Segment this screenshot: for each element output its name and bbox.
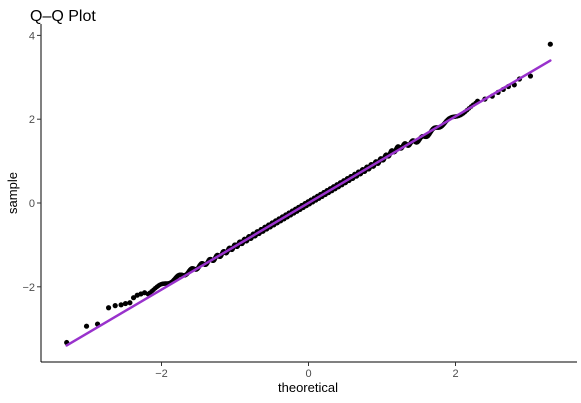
reference-line-layer — [65, 59, 552, 347]
y-tick-label: 2 — [29, 114, 35, 126]
sample-point — [127, 300, 133, 306]
sample-point — [118, 302, 124, 308]
reference-line — [65, 59, 552, 347]
y-tick-label: 0 — [29, 198, 35, 210]
x-axis-ticks: −2 0 2 — [155, 362, 459, 380]
y-tick-label: −2 — [22, 282, 35, 294]
y-axis-ticks: −2 0 2 4 — [22, 30, 41, 294]
sample-point — [122, 300, 129, 307]
points-layer — [64, 41, 553, 346]
sample-point — [130, 295, 137, 301]
x-axis-title: theoretical — [278, 380, 338, 395]
sample-point — [112, 303, 118, 309]
x-tick-label: −2 — [155, 368, 168, 380]
sample-point — [527, 73, 534, 79]
sample-point — [105, 305, 112, 311]
x-tick-label: 2 — [452, 368, 458, 380]
y-tick-label: 4 — [29, 30, 35, 42]
sample-point — [547, 41, 553, 47]
chart-title: Q–Q Plot — [30, 8, 96, 25]
y-axis-title: sample — [5, 172, 20, 214]
x-tick-label: 0 — [305, 368, 311, 380]
sample-point — [141, 290, 148, 296]
sample-point — [83, 323, 90, 329]
